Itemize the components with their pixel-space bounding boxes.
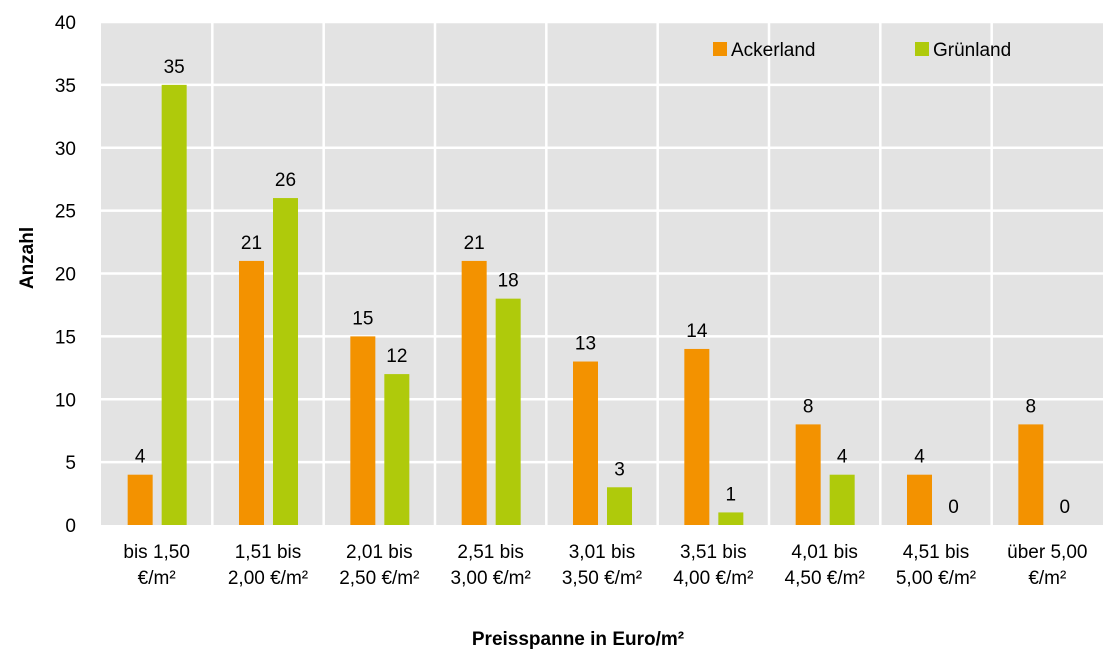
x-tick-label: 3,50 €/m² — [562, 568, 642, 589]
x-axis-ticks: bis 1,50 €/m² 1,51 bis 2,00 €/m² 2,01 bis 2,5… — [123, 542, 1087, 589]
bars — [127, 84, 1044, 526]
bar-grnland — [829, 474, 855, 525]
x-tick-label: 3,00 €/m² — [451, 568, 531, 589]
bar-ackerland — [127, 474, 153, 525]
bar-ackerland — [461, 260, 487, 525]
legend-label: Grünland — [933, 40, 1011, 61]
bar-ackerland — [684, 348, 710, 525]
x-tick-label: 1,51 bis — [235, 542, 302, 563]
x-axis-label: Preisspanne in Euro/m² — [472, 629, 684, 650]
x-tick-label: über 5,00 — [1007, 542, 1087, 563]
bar-ackerland — [907, 474, 932, 525]
data-label: 0 — [1060, 497, 1071, 518]
y-tick-label: 5 — [65, 453, 76, 474]
legend-label: Ackerland — [731, 40, 816, 61]
legend-swatch — [713, 42, 727, 56]
x-tick-label: bis 1,50 — [123, 542, 190, 563]
x-tick-label: 2,50 €/m² — [339, 568, 419, 589]
bar-grnland — [495, 298, 521, 525]
bar-ackerland — [239, 260, 264, 525]
x-tick-label: 2,00 €/m² — [228, 568, 308, 589]
bar-ackerland — [1018, 424, 1044, 525]
legend: Ackerland Grünland — [713, 40, 1011, 61]
y-tick-label: 40 — [55, 13, 76, 34]
x-tick-label: 4,00 €/m² — [673, 568, 753, 589]
data-label: 21 — [241, 233, 262, 254]
data-label: 3 — [614, 459, 625, 480]
x-tick-label: 4,01 bis — [791, 542, 858, 563]
data-label: 15 — [352, 308, 373, 329]
data-label: 1 — [726, 484, 737, 505]
bar-ackerland — [795, 424, 821, 525]
data-label: 26 — [275, 170, 296, 191]
y-axis-ticks: 0 5 10 15 20 25 30 35 40 — [55, 13, 76, 537]
bar-grnland — [607, 487, 632, 525]
data-label: 8 — [1026, 396, 1037, 417]
x-tick-label: 2,01 bis — [346, 542, 413, 563]
x-tick-label: 2,51 bis — [457, 542, 524, 563]
data-label: 0 — [948, 497, 959, 518]
y-tick-label: 15 — [55, 327, 76, 348]
data-label: 35 — [164, 57, 185, 78]
data-label: 12 — [386, 346, 407, 367]
y-tick-label: 35 — [55, 76, 76, 97]
bar-grnland — [273, 198, 298, 526]
data-label: 4 — [914, 447, 925, 468]
bar-grnland — [718, 512, 744, 525]
data-label: 4 — [837, 447, 848, 468]
data-label: 4 — [135, 447, 146, 468]
y-tick-label: 25 — [55, 202, 76, 223]
data-label: 21 — [464, 233, 485, 254]
data-label: 13 — [575, 334, 596, 355]
bar-grnland — [161, 84, 187, 525]
bar-grnland — [384, 374, 410, 525]
legend-swatch — [915, 42, 929, 56]
x-tick-label: 3,51 bis — [680, 542, 747, 563]
data-label: 14 — [686, 321, 708, 342]
bar-ackerland — [350, 336, 376, 525]
y-tick-label: 30 — [55, 139, 76, 160]
x-tick-label: 4,50 €/m² — [785, 568, 865, 589]
y-tick-label: 10 — [55, 390, 76, 411]
bar-ackerland — [573, 361, 598, 525]
x-tick-label: 5,00 €/m² — [896, 568, 976, 589]
data-label: 18 — [498, 271, 519, 292]
x-tick-label: 3,01 bis — [569, 542, 636, 563]
y-axis-label: Anzahl — [17, 227, 38, 289]
x-tick-label: €/m² — [1028, 568, 1066, 589]
data-label: 8 — [803, 396, 814, 417]
horizontal-gridlines — [101, 20, 1103, 464]
y-tick-label: 0 — [65, 516, 76, 537]
x-tick-label: €/m² — [138, 568, 176, 589]
y-tick-label: 20 — [55, 265, 76, 286]
x-tick-label: 4,51 bis — [903, 542, 970, 563]
